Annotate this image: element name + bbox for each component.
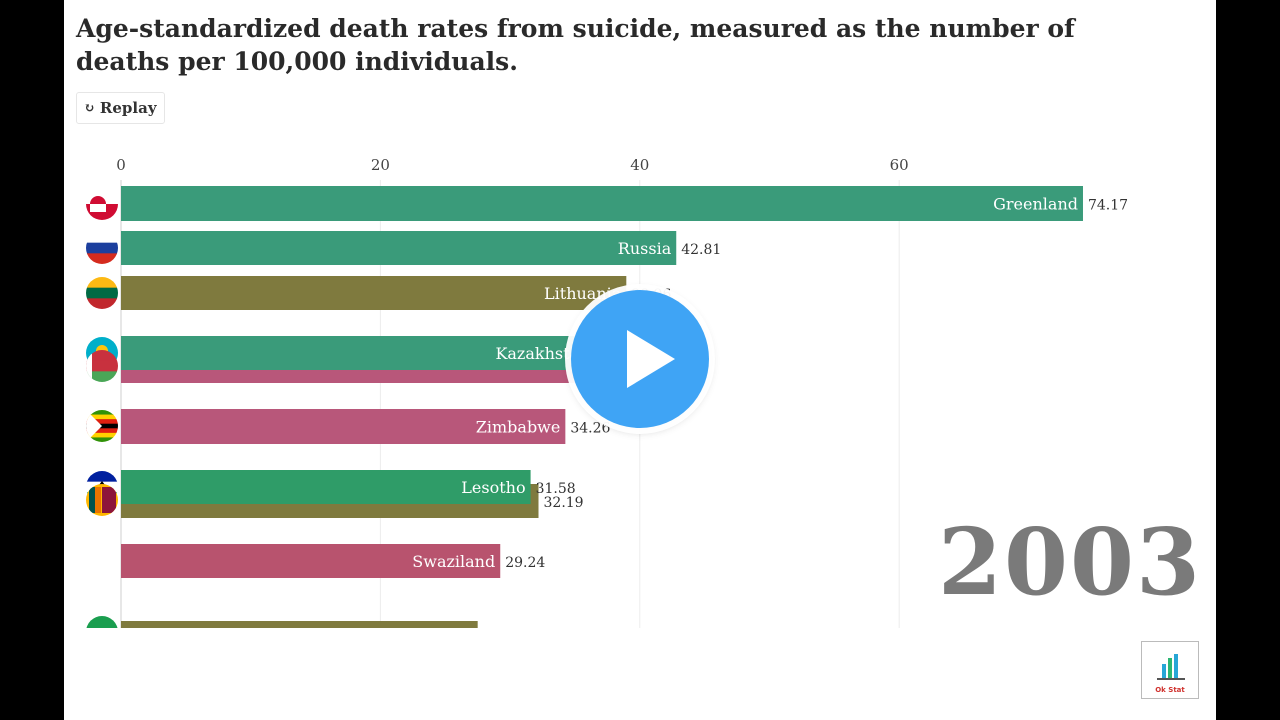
flag-body	[86, 277, 118, 309]
zimbabwe-flag-icon	[86, 410, 118, 442]
flag-body	[86, 616, 118, 628]
flag-body	[86, 484, 118, 516]
replay-button[interactable]: ↻ Replay	[76, 92, 165, 124]
bar	[121, 544, 501, 578]
bar-value-label: 74.17	[1088, 198, 1128, 214]
flag-stripe	[86, 410, 118, 416]
flag-stripe	[86, 287, 118, 299]
flag-stripe	[86, 277, 118, 289]
logo-text: Ok Stat	[1155, 686, 1185, 694]
play-button[interactable]	[571, 290, 709, 428]
bar	[121, 336, 595, 370]
flag-stripe	[86, 419, 118, 425]
flag-body	[86, 350, 118, 382]
bar-category-label: Lithuania	[544, 284, 622, 303]
year-label: 2003	[937, 508, 1202, 616]
sri-lanka-flag-icon	[86, 484, 118, 516]
flag-stripe	[86, 242, 118, 254]
flag-body	[86, 410, 118, 442]
channel-logo: Ok Stat	[1141, 641, 1199, 699]
replay-icon: ↻	[84, 100, 95, 116]
flag-band	[95, 487, 101, 513]
axis-tick-label: 60	[890, 156, 909, 174]
flag-ornament	[86, 350, 92, 382]
russia-flag-icon	[86, 232, 118, 264]
flag-body	[86, 232, 118, 264]
flag-field	[86, 616, 118, 628]
replay-label: Replay	[99, 99, 157, 117]
chart-title: Age-standardized death rates from suicid…	[76, 14, 1075, 76]
bar-value-label: 42.81	[681, 242, 721, 258]
chart-frame: Age-standardized death rates from suicid…	[64, 0, 1216, 720]
flag-stripe	[86, 253, 118, 264]
bar-category-label: Zimbabwe	[476, 418, 561, 437]
bar	[121, 231, 677, 265]
flag-band	[89, 487, 95, 513]
flag-stripe	[86, 437, 118, 442]
flag-stripe	[86, 371, 118, 382]
bar-category-label: Russia	[618, 239, 672, 258]
axis-tick-label: 40	[630, 156, 649, 174]
bar-category-label: Kazakhstan	[495, 344, 589, 363]
bar-value-label: 29.24	[505, 555, 545, 571]
lithuania-flag-icon	[86, 277, 118, 309]
flag-stripe	[86, 423, 118, 429]
flag-field-red	[102, 487, 116, 513]
flag-stripe	[86, 471, 118, 483]
belarus-flag-icon	[86, 350, 118, 382]
bar-value-label: 31.58	[536, 481, 576, 497]
bar	[121, 276, 627, 310]
axis-tick-label: 0	[116, 156, 126, 174]
bar-value-label: 32.19	[544, 495, 584, 511]
bar-category-label: Greenland	[993, 195, 1078, 214]
flag-body	[86, 188, 118, 220]
green-circle-flag-icon	[86, 616, 118, 628]
bar-category-label: Lesotho	[461, 478, 525, 497]
bar-value-label: 34.26	[570, 421, 610, 437]
bar	[121, 470, 531, 504]
logo-bars-icon	[1157, 654, 1185, 680]
bars-group: Greenland74.17Russia42.81Lithuania38.96K…	[86, 186, 1128, 628]
bar-category-label: Swaziland	[412, 552, 495, 571]
greenland-flag-icon	[86, 188, 118, 220]
bar-chart: 0 20 40 60 Greenland 74.17 Russia 42.81 Lithuani…	[86, 156, 1128, 628]
bar	[121, 186, 1083, 221]
flag-stripe	[86, 232, 118, 244]
flag-stripe	[86, 432, 118, 438]
bar	[121, 621, 478, 628]
play-icon	[627, 330, 675, 388]
flag-triangle	[86, 410, 102, 442]
flag-stripe	[86, 298, 118, 309]
bar	[121, 409, 566, 444]
flag-stripe	[86, 414, 118, 420]
flag-disc-half	[90, 204, 106, 212]
axis-tick-label: 20	[371, 156, 390, 174]
flag-stripe	[86, 360, 118, 372]
flag-stripe	[86, 350, 118, 362]
flag-stripe	[86, 428, 118, 434]
